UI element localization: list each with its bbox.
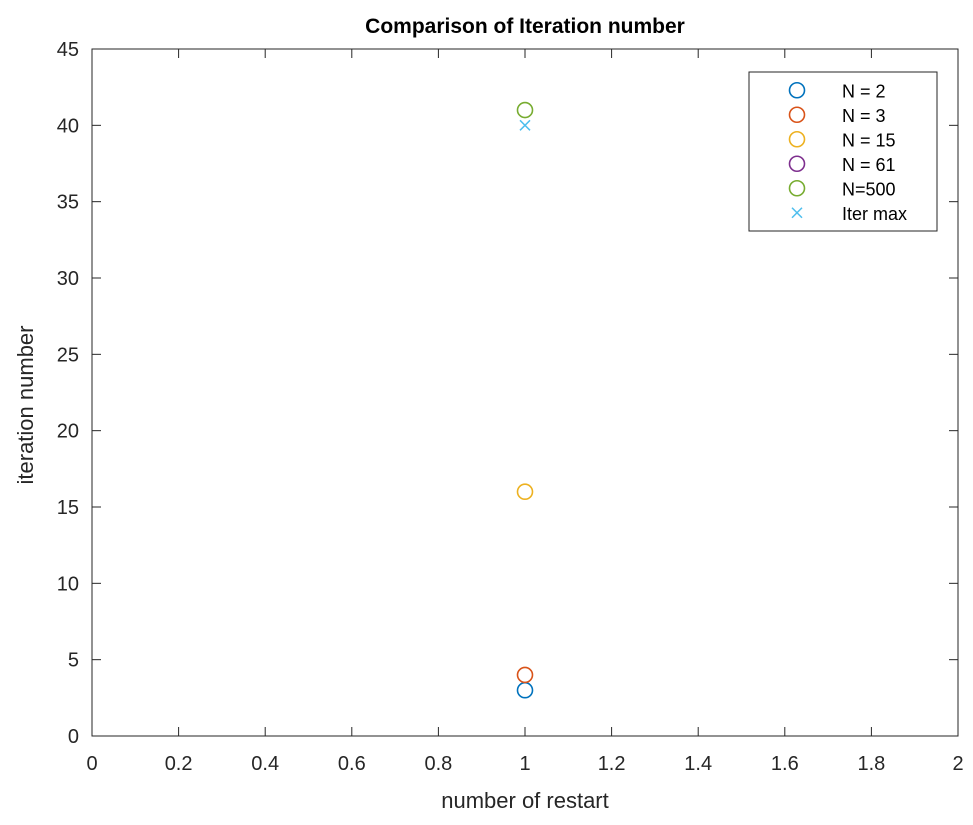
y-tick-label: 10 <box>57 573 79 595</box>
legend-label: Iter max <box>842 204 907 224</box>
y-tick-label: 0 <box>68 726 79 748</box>
legend-label: N = 15 <box>842 130 896 150</box>
y-tick-label: 30 <box>57 268 79 290</box>
x-tick-label: 1.2 <box>598 753 626 775</box>
x-axis-label: number of restart <box>441 788 609 813</box>
data-point <box>516 101 534 119</box>
legend-marker <box>788 155 806 173</box>
y-tick-label: 35 <box>57 192 79 214</box>
x-tick-label: 1.6 <box>771 753 799 775</box>
legend-marker <box>788 81 806 99</box>
legend: N = 2 N = 3 N = 15 N = 61 N=500 Iter max <box>748 71 938 232</box>
legend-label: N = 61 <box>842 155 896 175</box>
legend-marker <box>788 106 806 124</box>
y-axis-label: iteration number <box>13 326 38 485</box>
legend-marker <box>788 130 806 148</box>
y-tick-label: 40 <box>57 115 79 137</box>
x-tick-label: 0.2 <box>165 753 193 775</box>
x-tick-label: 0.8 <box>424 753 452 775</box>
legend-label: N=500 <box>842 179 896 199</box>
chart-title: Comparison of Iteration number <box>365 15 685 38</box>
y-tick-label: 15 <box>57 497 79 519</box>
legend-label: N = 3 <box>842 106 886 126</box>
x-tick-label: 0 <box>86 753 97 775</box>
x-tick-label: 1 <box>519 753 530 775</box>
x-tick-label: 2 <box>952 753 963 775</box>
x-tick-label: 0.4 <box>251 753 279 775</box>
y-tick-label: 5 <box>68 650 79 672</box>
y-tick-label: 25 <box>57 344 79 366</box>
y-tick-label: 20 <box>57 421 79 443</box>
legend-box <box>748 71 938 232</box>
data-point <box>516 666 534 684</box>
legend-marker <box>788 179 806 197</box>
y-tick-label: 45 <box>57 39 79 61</box>
x-tick-label: 0.6 <box>338 753 366 775</box>
x-tick-label: 1.8 <box>857 753 885 775</box>
legend-label: N = 2 <box>842 81 886 101</box>
legend-marker <box>791 207 803 219</box>
data-point <box>519 119 531 131</box>
data-point <box>516 483 534 501</box>
x-tick-label: 1.4 <box>684 753 712 775</box>
